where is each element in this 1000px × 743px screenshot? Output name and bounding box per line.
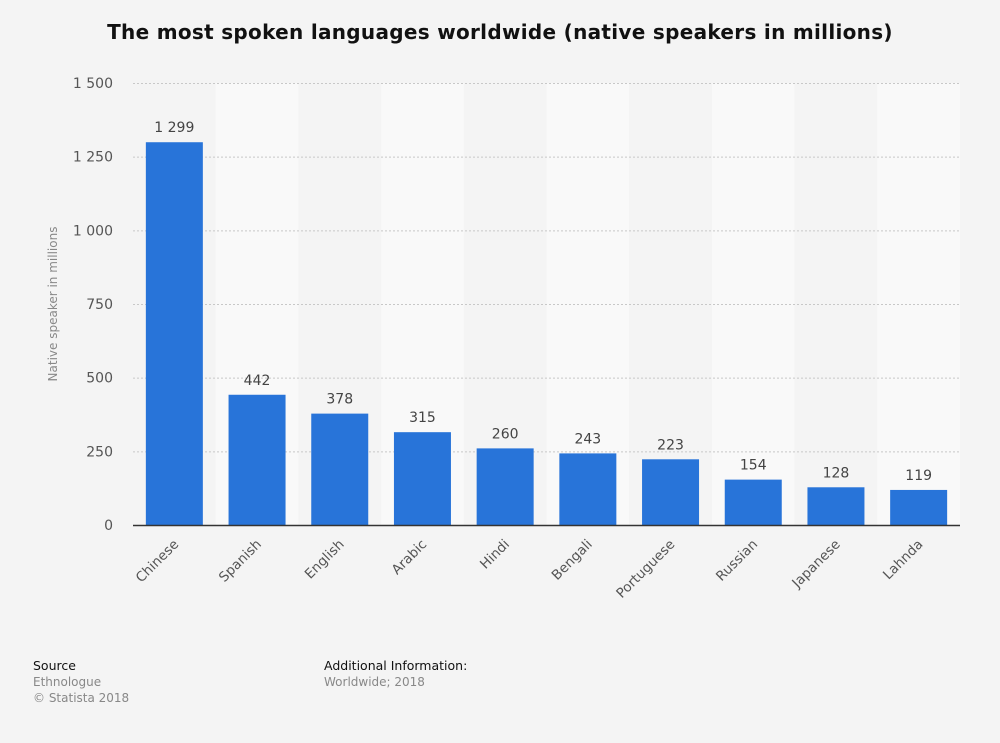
bar[interactable] (890, 489, 948, 525)
bar[interactable] (476, 448, 534, 525)
bar[interactable] (145, 142, 203, 525)
data-label: 223 (657, 437, 684, 453)
copyright-line: © Statista 2018 (33, 691, 130, 705)
y-tick-label: 1 250 (73, 150, 113, 166)
additional-info-section: Additional Information: Worldwide; 2018 (324, 658, 467, 690)
y-axis-label: Native speaker in millions (46, 227, 60, 382)
source-line: Ethnologue (33, 675, 102, 689)
bar[interactable] (228, 394, 286, 525)
x-tick-label: Arabic (389, 537, 431, 579)
bar[interactable] (642, 459, 700, 525)
data-labels: 1 299 442 378 315 260 243 223 154 128 119 (154, 120, 932, 484)
data-label: 442 (244, 373, 271, 389)
x-tick-label: Spanish (216, 537, 265, 586)
y-tick-label: 750 (86, 297, 113, 313)
y-tick-label: 1 500 (73, 76, 113, 92)
y-tick-label: 500 (86, 371, 113, 387)
source-heading: Source (33, 658, 76, 673)
x-tick-label: Portuguese (613, 537, 678, 602)
column-band (546, 83, 630, 525)
data-label: 1 299 (154, 120, 194, 136)
column-band (794, 83, 878, 525)
bar[interactable] (807, 487, 865, 525)
chart-title: The most spoken languages worldwide (nat… (107, 20, 893, 44)
data-label: 119 (905, 468, 932, 484)
x-tick-label: Japanese (788, 537, 843, 592)
additional-info-heading: Additional Information: (324, 658, 468, 673)
additional-info-line: Worldwide; 2018 (324, 675, 425, 689)
bar[interactable] (311, 413, 369, 525)
data-label: 315 (409, 410, 436, 426)
x-tick-label: Bengali (549, 537, 596, 584)
y-tick-label: 0 (104, 518, 113, 534)
x-tick-label: Lahnda (880, 537, 926, 583)
source-section: Source Ethnologue © Statista 2018 (33, 658, 129, 706)
y-tick-label: 1 000 (73, 223, 113, 239)
data-label: 128 (823, 465, 850, 481)
data-label: 378 (326, 392, 353, 408)
data-label: 154 (740, 458, 767, 474)
y-tick-label: 250 (86, 444, 113, 460)
bars (145, 142, 948, 525)
bar[interactable] (559, 453, 617, 525)
x-tick-label: Chinese (133, 537, 182, 586)
x-tick-label: Hindi (477, 537, 513, 573)
data-label: 260 (492, 426, 519, 442)
x-axis-labels: Chinese Spanish English Arabic Hindi Bengali P… (133, 537, 927, 602)
x-tick-label: Russian (713, 537, 761, 585)
y-axis-ticks: 0 250 500 750 1 000 1 250 1 500 (73, 76, 113, 534)
x-tick-label: English (302, 537, 348, 583)
data-label: 243 (574, 431, 601, 447)
bar[interactable] (724, 479, 782, 525)
bar[interactable] (393, 432, 451, 525)
